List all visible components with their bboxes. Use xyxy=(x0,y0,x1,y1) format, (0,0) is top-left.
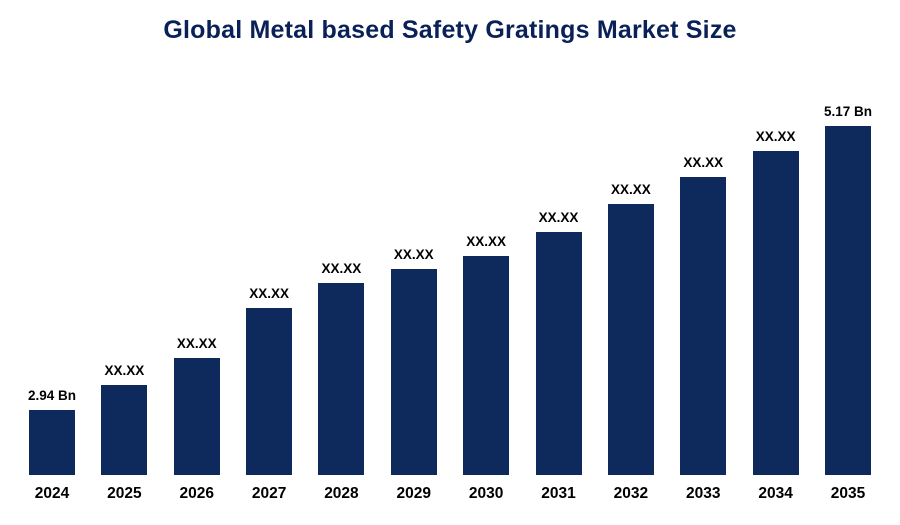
bar xyxy=(463,256,510,475)
bar-column: XX.XX 2026 xyxy=(171,51,223,503)
bar xyxy=(824,126,871,475)
x-axis-label: 2026 xyxy=(179,485,214,502)
bar-column: XX.XX 2027 xyxy=(243,51,295,503)
bar-column: XX.XX 2028 xyxy=(315,51,367,503)
chart-title: Global Metal based Safety Gratings Marke… xyxy=(163,16,737,44)
bar-column: XX.XX 2029 xyxy=(388,51,440,503)
bar-value-label: XX.XX xyxy=(683,155,724,170)
x-axis-label: 2035 xyxy=(830,485,866,502)
x-axis-label: 2027 xyxy=(251,485,287,502)
bar xyxy=(607,204,654,475)
bar xyxy=(246,308,293,475)
bar-value-label: XX.XX xyxy=(104,363,145,378)
x-axis-label: 2025 xyxy=(107,485,142,502)
bar xyxy=(173,358,220,475)
bar-value-label: XX.XX xyxy=(610,182,651,197)
bar-value-label: 5.17 Bn xyxy=(823,104,872,119)
bar-column: 5.17 Bn 2035 xyxy=(822,51,874,503)
bar xyxy=(535,232,582,475)
bar-column: 2.94 Bn 2024 xyxy=(26,51,78,503)
bar-chart: 2.94 Bn 2024 XX.XX 2025 XX.XX 2026 XX.XX 2027 XX… xyxy=(26,51,874,503)
bar-column: XX.XX 2032 xyxy=(605,51,657,503)
bar xyxy=(101,385,148,475)
bar xyxy=(680,177,727,475)
x-axis-label: 2029 xyxy=(396,485,432,502)
bar-column: XX.XX 2025 xyxy=(98,51,150,503)
x-axis-label: 2030 xyxy=(468,485,504,502)
x-axis-label: 2031 xyxy=(541,485,576,502)
x-axis-label: 2034 xyxy=(758,485,793,502)
bar-value-label: XX.XX xyxy=(176,336,217,351)
bar-value-label: XX.XX xyxy=(393,247,434,262)
bar-column: XX.XX 2034 xyxy=(750,51,802,503)
bar-value-label: XX.XX xyxy=(538,210,579,225)
bar-value-label: XX.XX xyxy=(321,261,362,276)
bar xyxy=(29,410,75,475)
bar xyxy=(752,151,799,475)
bar xyxy=(318,283,365,475)
bar-column: XX.XX 2033 xyxy=(677,51,729,503)
bar-value-label: XX.XX xyxy=(755,129,796,144)
bar-column: XX.XX 2031 xyxy=(533,51,585,503)
bar xyxy=(390,269,437,475)
x-axis-label: 2033 xyxy=(685,485,721,502)
bar-value-label: XX.XX xyxy=(466,234,507,249)
bar-value-label: 2.94 Bn xyxy=(27,388,77,403)
bar-column: XX.XX 2030 xyxy=(460,51,512,503)
x-axis-label: 2028 xyxy=(324,485,359,502)
x-axis-label: 2032 xyxy=(613,485,649,502)
x-axis-label: 2024 xyxy=(34,485,70,502)
bar-value-label: XX.XX xyxy=(249,286,289,301)
